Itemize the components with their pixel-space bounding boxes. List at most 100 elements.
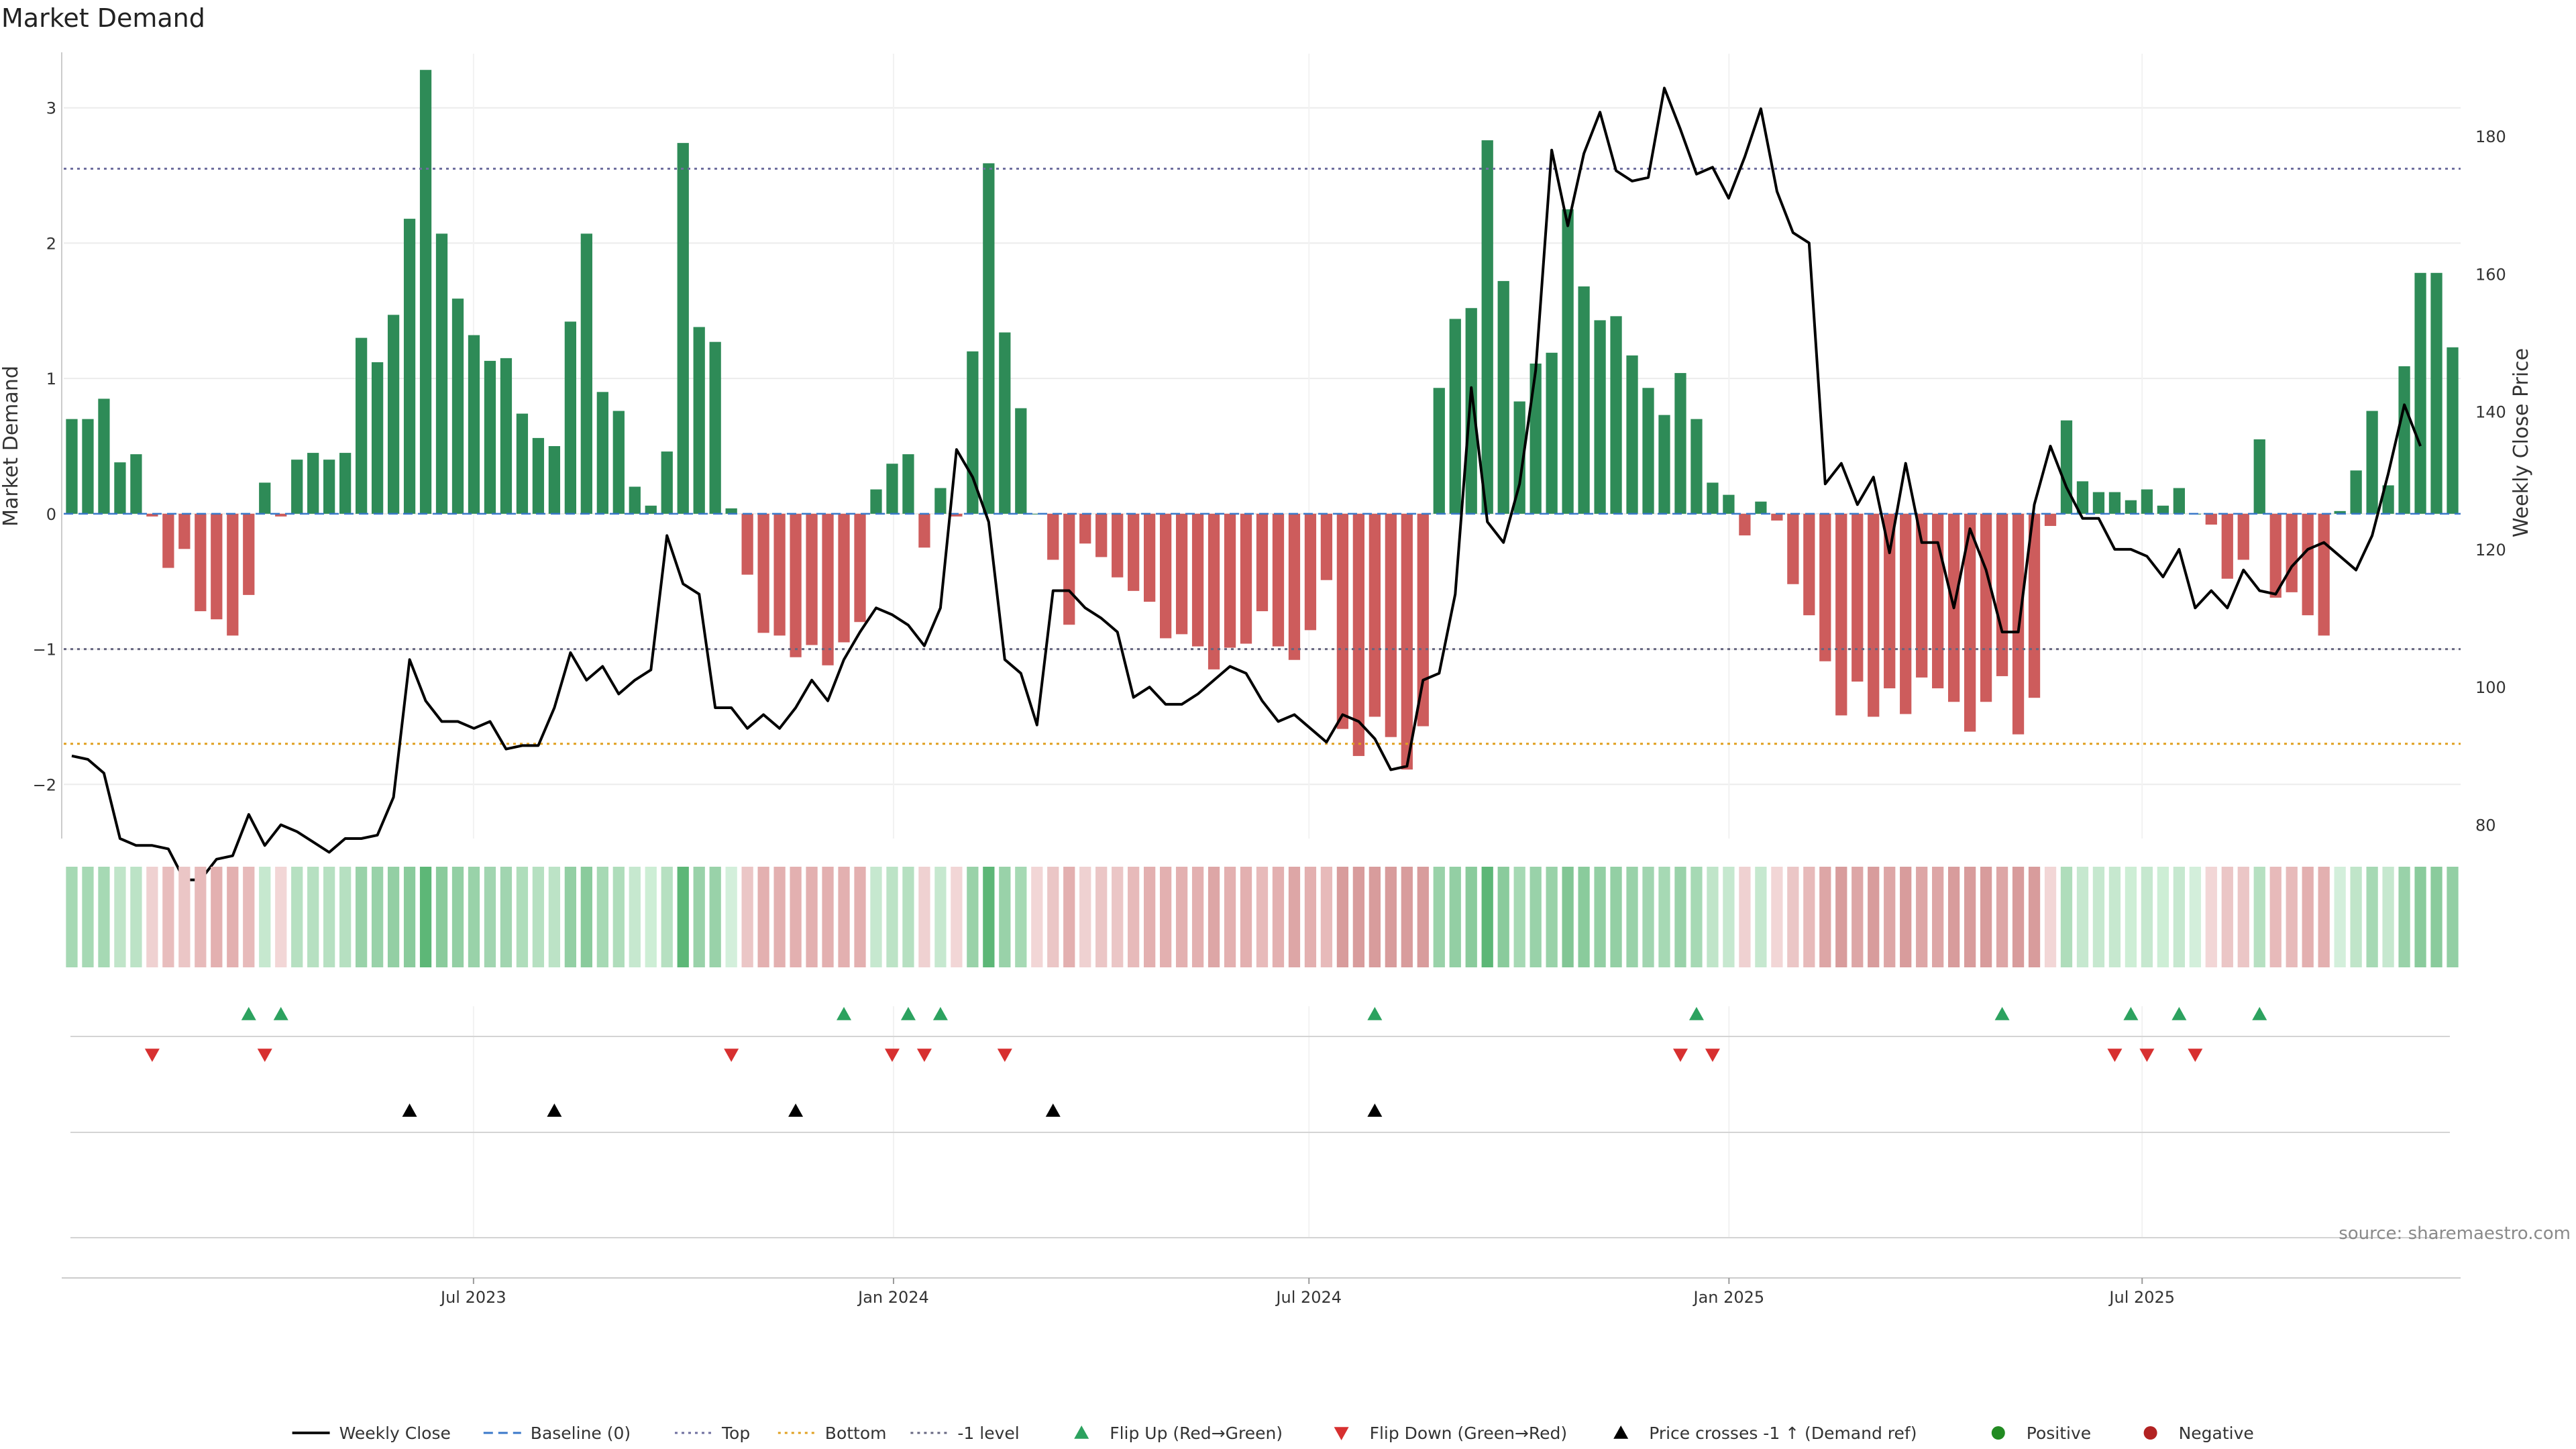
demand-bar-positive — [2060, 420, 2073, 514]
flip-down-marker — [2107, 1049, 2123, 1062]
demand-bar-positive — [2430, 272, 2443, 514]
strip-cell — [2092, 867, 2105, 967]
demand-bar-negative — [1368, 513, 1381, 717]
strip-cell — [1835, 867, 1847, 967]
demand-bar-negative — [178, 513, 191, 549]
flip-up-marker — [2252, 1007, 2267, 1020]
flip-down-marker — [916, 1049, 932, 1062]
demand-bar-positive — [259, 482, 271, 514]
demand-bar-positive — [1449, 319, 1461, 514]
flip-down-marker — [884, 1049, 900, 1062]
strip-cell — [693, 867, 705, 967]
demand-bar-positive — [934, 488, 947, 514]
strip-cell — [1723, 867, 1735, 967]
demand-bar-positive — [371, 362, 384, 514]
demand-bar-positive — [468, 335, 480, 514]
demand-bar-positive — [403, 219, 416, 514]
demand-bar-negative — [1980, 513, 1992, 702]
legend-item: Price crosses -1 ↑ (Demand ref) — [1613, 1424, 1917, 1443]
demand-bar-negative — [1336, 513, 1349, 729]
strip-cell — [854, 867, 866, 967]
legend-label: Baseline (0) — [531, 1424, 631, 1443]
strip-cell — [709, 867, 721, 967]
strip-cell — [2269, 867, 2282, 967]
price-cross-marker — [547, 1104, 562, 1117]
y2-tick-label: 100 — [2475, 678, 2506, 697]
demand-bar-positive — [2447, 347, 2459, 514]
strip-cell — [757, 867, 769, 967]
demand-bar-positive — [1626, 355, 1638, 514]
strip-cell — [371, 867, 384, 967]
y-tick-label: −2 — [33, 775, 56, 794]
demand-bar-positive — [1529, 363, 1542, 514]
strip-cell — [790, 867, 802, 967]
strip-cell — [1771, 867, 1783, 967]
strip-cell — [291, 867, 303, 967]
strip-cell — [227, 867, 239, 967]
legend-swatch-triangle-up — [1074, 1426, 1089, 1439]
strip-cell — [2076, 867, 2089, 967]
flip-up-marker — [2123, 1007, 2139, 1020]
demand-bar-positive — [1465, 308, 1477, 514]
chart-title: Market Demand — [1, 3, 205, 33]
demand-bar-positive — [661, 451, 673, 514]
demand-bar-positive — [983, 163, 995, 514]
strip-cell — [1964, 867, 1976, 967]
strip-cell — [2044, 867, 2057, 967]
demand-bar-negative — [1803, 513, 1815, 616]
demand-bar-positive — [596, 392, 608, 514]
flip-up-marker — [837, 1007, 852, 1020]
strip-cell — [2302, 867, 2314, 967]
strip-cell — [967, 867, 979, 967]
legend-label: Top — [721, 1424, 750, 1443]
strip-cell — [1529, 867, 1542, 967]
demand-bar-negative — [773, 513, 786, 636]
demand-bar-negative — [1868, 513, 1880, 717]
strip-cell — [2141, 867, 2153, 967]
strip-cell — [2108, 867, 2121, 967]
demand-bar-positive — [2382, 485, 2394, 514]
strip-cell — [66, 867, 78, 967]
strip-cell — [1288, 867, 1301, 967]
flip-up-marker — [1688, 1007, 1704, 1020]
y-tick-label: −1 — [33, 641, 56, 659]
demand-bar-positive — [532, 437, 545, 514]
strip-cell — [500, 867, 513, 967]
demand-bar-positive — [339, 453, 352, 514]
y2-tick-label: 180 — [2475, 127, 2506, 146]
strip-cell — [1047, 867, 1059, 967]
strip-cell — [629, 867, 641, 967]
demand-bar-positive — [870, 489, 882, 514]
strip-cell — [822, 867, 834, 967]
legend-label: Flip Down (Green→Red) — [1370, 1424, 1568, 1443]
y2-tick-label: 160 — [2475, 265, 2506, 284]
price-cross-marker — [1367, 1104, 1383, 1117]
demand-bar-positive — [291, 460, 303, 514]
demand-bar-negative — [1401, 513, 1413, 770]
x-tick-label: Jul 2025 — [2108, 1288, 2175, 1307]
strip-cell — [1578, 867, 1590, 967]
legend: Weekly Close Baseline (0) Top Bottom -1 leve… — [292, 1424, 2254, 1443]
demand-bar-negative — [1256, 513, 1269, 612]
strip-cell — [1031, 867, 1043, 967]
strip-cell — [806, 867, 818, 967]
y-tick-label: 3 — [46, 99, 56, 118]
strip-cell — [1916, 867, 1928, 967]
legend-swatch-triangle-down — [1334, 1427, 1349, 1440]
strip-cell — [1481, 867, 1493, 967]
flip-up-marker — [1367, 1007, 1383, 1020]
strip-cell — [2012, 867, 2025, 967]
strip-cell — [1336, 867, 1349, 967]
strip-cell — [870, 867, 882, 967]
flip-up-marker — [932, 1007, 948, 1020]
price-cross-marker — [1045, 1104, 1061, 1117]
strip-cell — [1256, 867, 1269, 967]
demand-bar-negative — [1159, 513, 1172, 639]
flip-down-marker — [2188, 1049, 2203, 1062]
demand-bar-positive — [2141, 489, 2153, 514]
strip-cell — [1739, 867, 1751, 967]
demand-bar-positive — [645, 505, 657, 514]
strip-cell — [146, 867, 158, 967]
strip-cell — [1095, 867, 1108, 967]
strip-cell — [243, 867, 255, 967]
